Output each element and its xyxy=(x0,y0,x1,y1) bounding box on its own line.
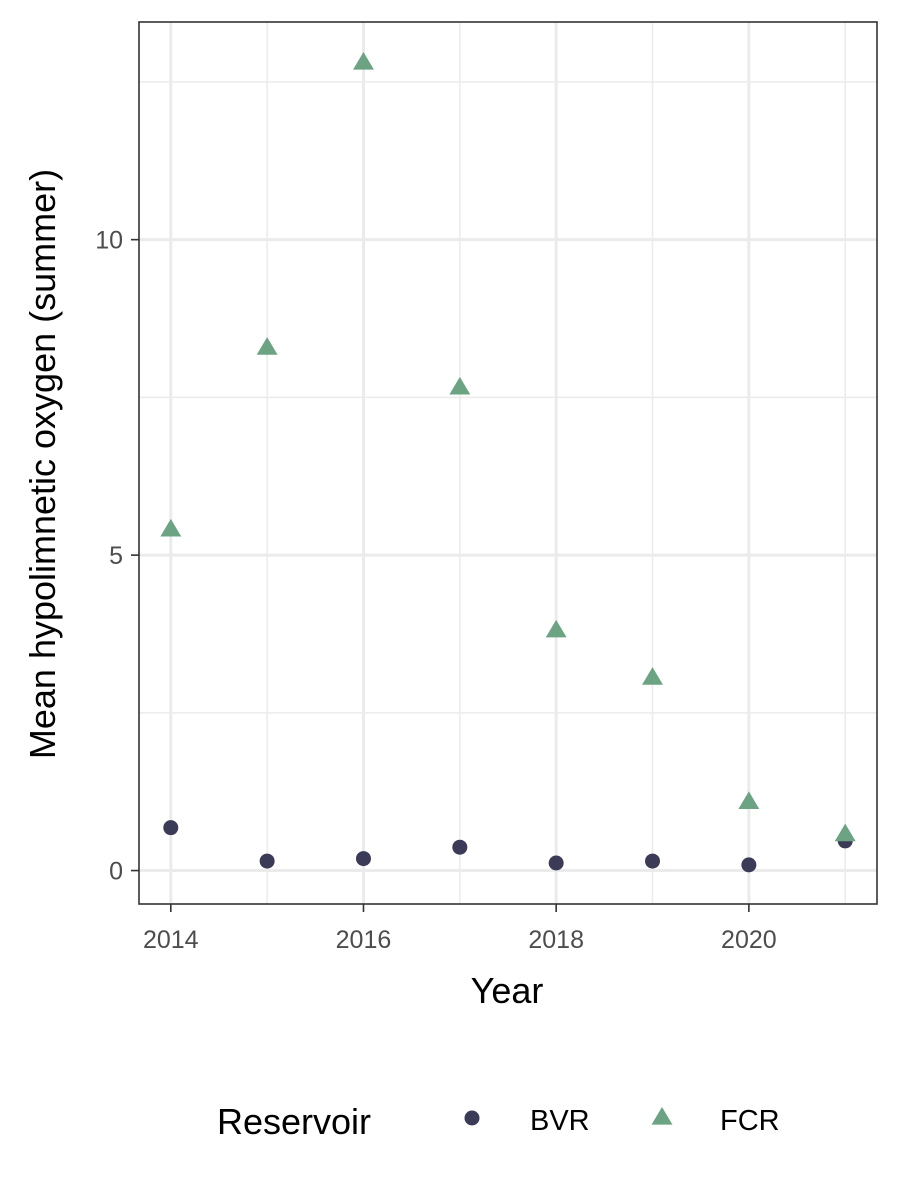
legend: Reservoir BVR FCR xyxy=(217,1101,780,1142)
data-points xyxy=(160,52,856,873)
major-gridlines xyxy=(139,22,877,904)
fcr-point xyxy=(160,518,182,537)
panel-background xyxy=(139,22,877,904)
bvr-point xyxy=(452,839,468,855)
bvr-point xyxy=(741,857,757,873)
fcr-point xyxy=(256,337,278,355)
x-tick-label: 2020 xyxy=(721,926,777,954)
x-axis-ticks: 2014 2016 2018 2020 xyxy=(143,904,777,954)
plot-panel xyxy=(138,21,878,905)
panel-border xyxy=(138,21,878,905)
y-axis-ticks: 0 5 10 xyxy=(95,227,139,886)
bvr-point xyxy=(259,853,275,869)
x-axis-title: Year xyxy=(471,970,544,1011)
minor-gridlines xyxy=(139,22,877,904)
legend-title: Reservoir xyxy=(217,1101,371,1142)
x-tick-label: 2016 xyxy=(336,926,392,954)
x-tick-label: 2014 xyxy=(143,926,199,954)
bvr-point xyxy=(645,853,661,869)
legend-fcr-label: FCR xyxy=(720,1105,780,1137)
fcr-point xyxy=(545,619,567,638)
fcr-point xyxy=(642,667,663,685)
bvr-point xyxy=(548,855,564,871)
fcr-point xyxy=(834,823,856,842)
legend-bvr-circle-icon xyxy=(464,1110,480,1126)
bvr-point xyxy=(355,851,371,867)
fcr-point xyxy=(449,376,471,395)
bvr-point xyxy=(163,820,179,836)
y-tick-label: 10 xyxy=(95,227,123,255)
x-tick-label: 2018 xyxy=(528,926,584,954)
legend-bvr-label: BVR xyxy=(530,1105,590,1137)
legend-fcr-triangle-icon xyxy=(651,1107,673,1125)
fcr-point xyxy=(353,52,374,70)
y-tick-label: 5 xyxy=(109,542,123,570)
fcr-point xyxy=(738,791,760,810)
y-tick-label: 0 xyxy=(109,858,123,886)
y-axis-title: Mean hypolimnetic oxygen (summer) xyxy=(22,169,63,759)
legend-keys: BVR FCR xyxy=(464,1105,780,1137)
